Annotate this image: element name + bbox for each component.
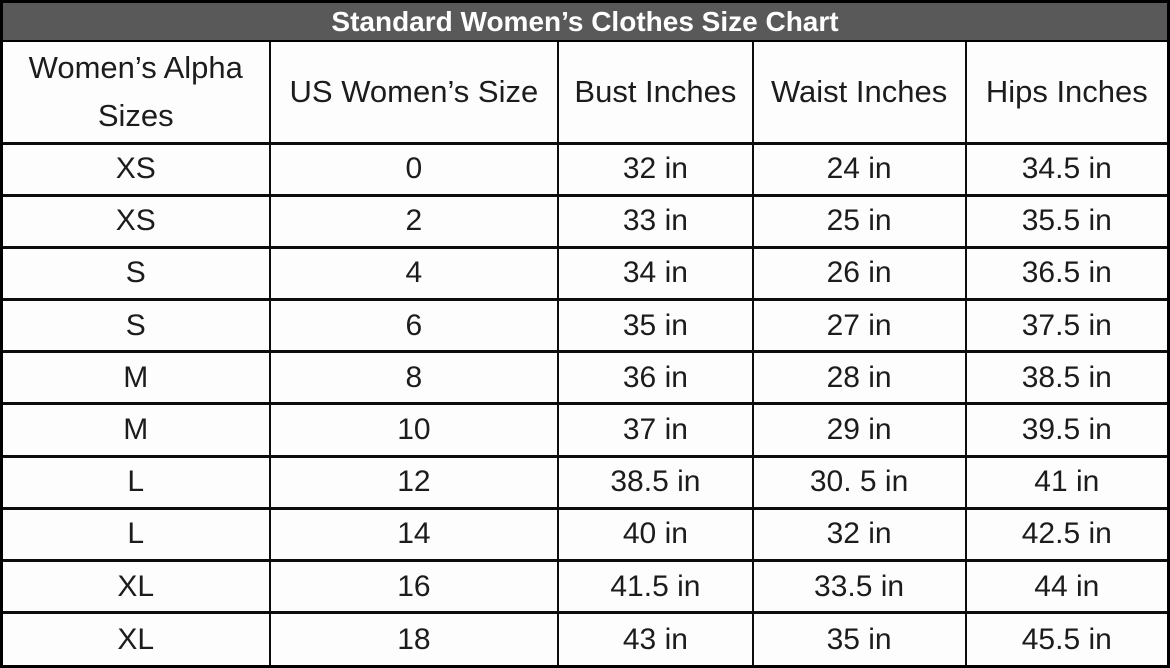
cell-us-size: 16 <box>268 558 560 615</box>
size-table: Women’s Alpha Sizes US Women’s Size Bust… <box>3 42 1167 665</box>
cell-bust: 33 in <box>557 193 754 249</box>
table-row: XL 16 41.5 in 33.5 in 44 in <box>3 558 1167 615</box>
cell-waist: 33.5 in <box>751 558 967 615</box>
cell-waist: 24 in <box>751 141 967 197</box>
cell-bust: 40 in <box>557 506 754 563</box>
cell-bust: 43 in <box>557 611 754 665</box>
cell-hips: 44 in <box>964 558 1167 615</box>
cell-bust: 36 in <box>557 350 754 406</box>
chart-title-bar: Standard Women’s Clothes Size Chart <box>3 3 1167 42</box>
cell-bust: 32 in <box>557 141 754 197</box>
cell-us-size: 6 <box>268 298 560 354</box>
cell-alpha-size: XS <box>3 193 271 249</box>
cell-alpha-size: M <box>3 402 271 458</box>
cell-alpha-size: L <box>3 506 271 563</box>
table-row: L 14 40 in 32 in 42.5 in <box>3 506 1167 563</box>
column-header-hips: Hips Inches <box>964 42 1167 145</box>
cell-us-size: 0 <box>268 141 560 197</box>
table-body: XS 0 32 in 24 in 34.5 in XS 2 33 in 25 i… <box>3 141 1167 665</box>
table-row: XS 2 33 in 25 in 35.5 in <box>3 193 1167 249</box>
cell-alpha-size: S <box>3 298 271 354</box>
table-header: Women’s Alpha Sizes US Women’s Size Bust… <box>3 42 1167 145</box>
cell-alpha-size: XL <box>3 611 271 665</box>
cell-waist: 28 in <box>751 350 967 406</box>
cell-bust: 35 in <box>557 298 754 354</box>
column-header-waist: Waist Inches <box>751 42 967 145</box>
cell-hips: 42.5 in <box>964 506 1167 563</box>
cell-us-size: 2 <box>268 193 560 249</box>
table-row: XS 0 32 in 24 in 34.5 in <box>3 141 1167 197</box>
header-row: Women’s Alpha Sizes US Women’s Size Bust… <box>3 42 1167 145</box>
table-row: S 6 35 in 27 in 37.5 in <box>3 298 1167 354</box>
cell-alpha-size: S <box>3 245 271 302</box>
cell-alpha-size: XL <box>3 558 271 615</box>
cell-waist: 26 in <box>751 245 967 302</box>
cell-hips: 45.5 in <box>964 611 1167 665</box>
cell-waist: 25 in <box>751 193 967 249</box>
cell-hips: 36.5 in <box>964 245 1167 302</box>
cell-hips: 34.5 in <box>964 141 1167 197</box>
cell-waist: 27 in <box>751 298 967 354</box>
table-row: M 8 36 in 28 in 38.5 in <box>3 350 1167 406</box>
cell-waist: 32 in <box>751 506 967 563</box>
cell-bust: 34 in <box>557 245 754 302</box>
cell-alpha-size: M <box>3 350 271 406</box>
cell-bust: 38.5 in <box>557 454 754 510</box>
cell-hips: 35.5 in <box>964 193 1167 249</box>
cell-waist: 35 in <box>751 611 967 665</box>
cell-waist: 30. 5 in <box>751 454 967 510</box>
chart-title: Standard Women’s Clothes Size Chart <box>331 5 839 37</box>
cell-us-size: 8 <box>268 350 560 406</box>
cell-alpha-size: L <box>3 454 271 510</box>
cell-alpha-size: XS <box>3 141 271 197</box>
cell-hips: 41 in <box>964 454 1167 510</box>
column-header-alpha-sizes: Women’s Alpha Sizes <box>3 42 271 145</box>
cell-us-size: 10 <box>268 402 560 458</box>
cell-waist: 29 in <box>751 402 967 458</box>
table-row: M 10 37 in 29 in 39.5 in <box>3 402 1167 458</box>
column-header-bust: Bust Inches <box>557 42 754 145</box>
table-row: L 12 38.5 in 30. 5 in 41 in <box>3 454 1167 510</box>
cell-us-size: 18 <box>268 611 560 665</box>
cell-us-size: 12 <box>268 454 560 510</box>
cell-hips: 37.5 in <box>964 298 1167 354</box>
cell-us-size: 14 <box>268 506 560 563</box>
cell-hips: 38.5 in <box>964 350 1167 406</box>
cell-us-size: 4 <box>268 245 560 302</box>
table-row: S 4 34 in 26 in 36.5 in <box>3 245 1167 302</box>
column-header-us-size: US Women’s Size <box>268 42 560 145</box>
cell-hips: 39.5 in <box>964 402 1167 458</box>
cell-bust: 41.5 in <box>557 558 754 615</box>
table-row: XL 18 43 in 35 in 45.5 in <box>3 611 1167 665</box>
cell-bust: 37 in <box>557 402 754 458</box>
